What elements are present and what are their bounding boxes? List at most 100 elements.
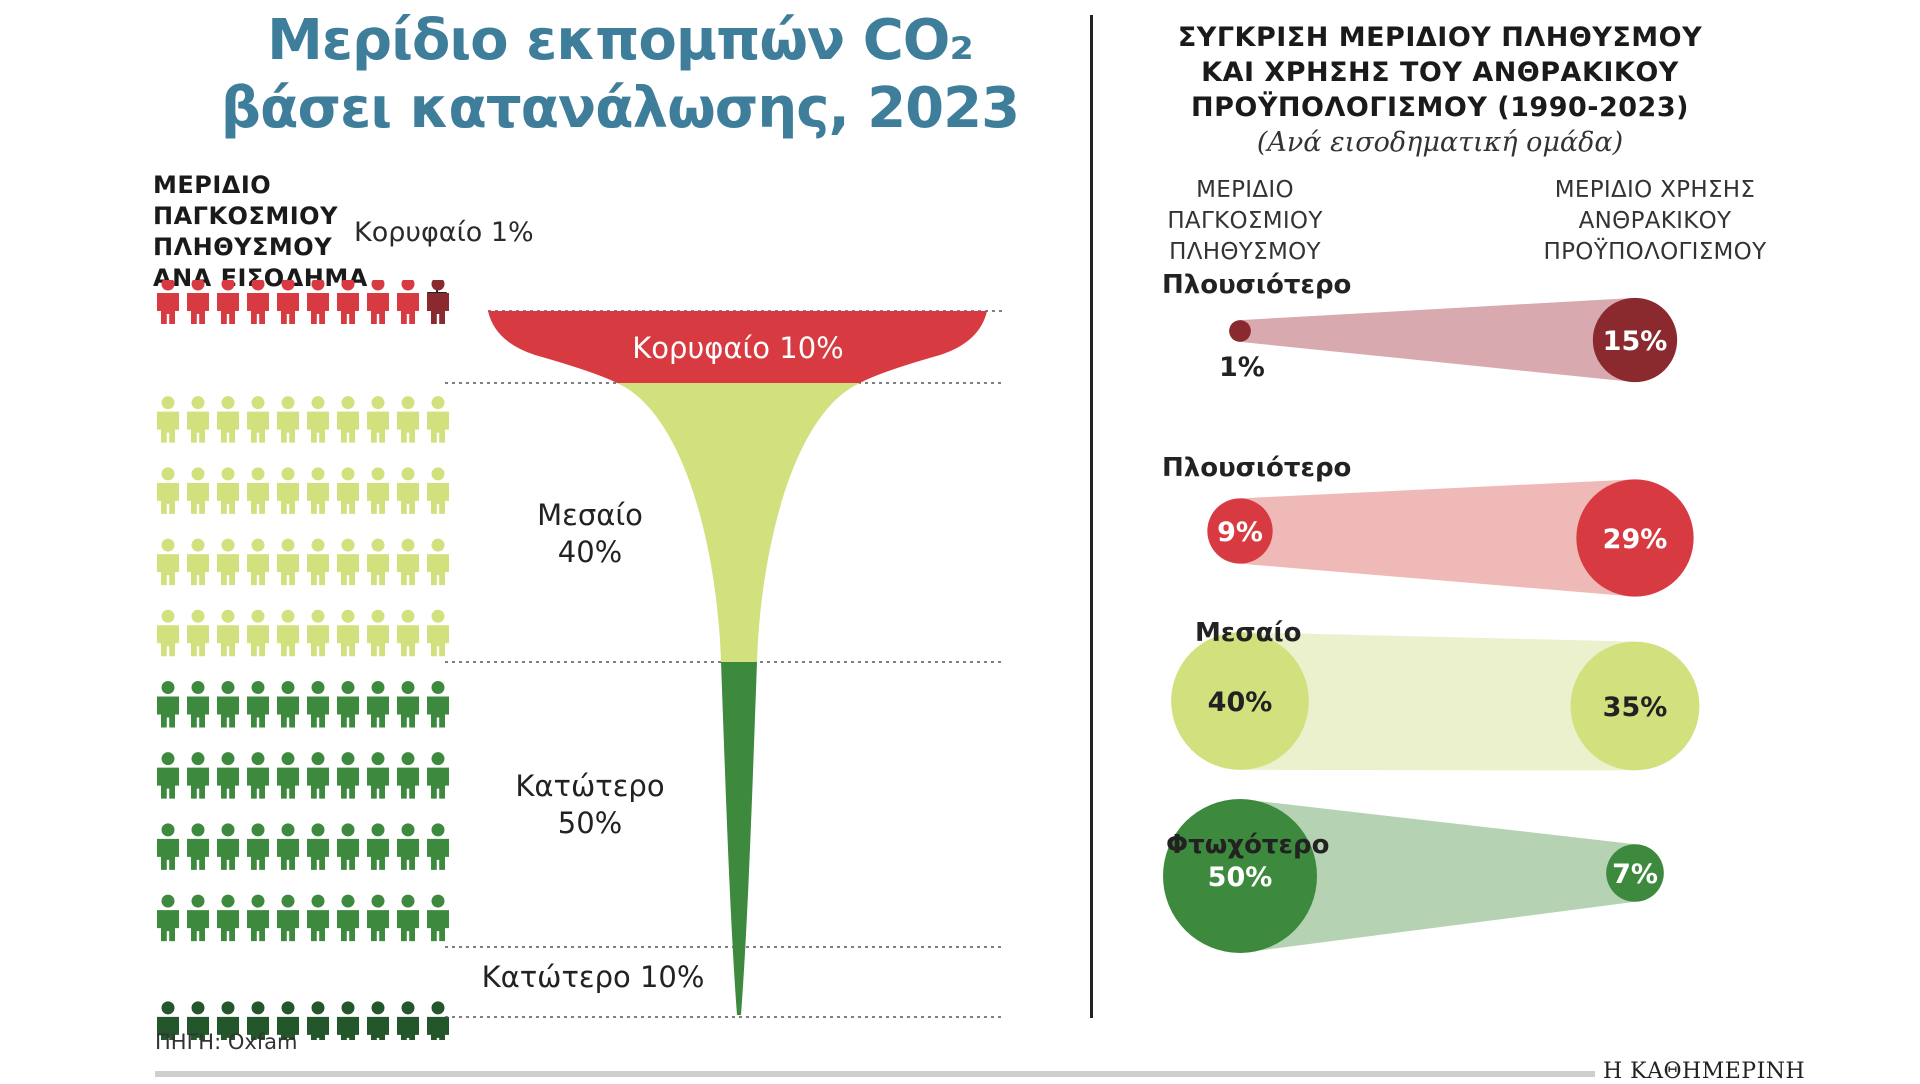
person-icon xyxy=(307,280,329,324)
person-icon xyxy=(337,1001,359,1040)
person-icon xyxy=(217,823,239,870)
person-icon xyxy=(247,1001,269,1040)
person-icon xyxy=(187,1001,209,1040)
person-icon xyxy=(337,396,359,443)
funnel-label-line: 40% xyxy=(557,535,623,569)
person-icon xyxy=(247,467,269,514)
person-icon xyxy=(397,609,419,657)
publisher-logo: Η ΚΑΘΗΜΕΡΙΝΗ xyxy=(1603,1059,1806,1084)
person-icon xyxy=(337,752,359,799)
comparison-title-line: ΣΥΓΚΡΙΣΗ ΜΕΡΙΔΙΟΥ ΠΛΗΘΥΣΜΟΥ xyxy=(1177,22,1703,53)
person-icon xyxy=(277,894,299,942)
main-title-line-2: βάσει κατανάλωσης, 2023 xyxy=(220,76,1020,141)
person-icon xyxy=(397,280,419,324)
section-divider xyxy=(1090,15,1093,1018)
person-icon xyxy=(157,609,179,657)
budget-value-label: 35% xyxy=(1603,692,1668,723)
person-icon xyxy=(367,538,389,586)
person-icon xyxy=(277,752,299,799)
person-icon xyxy=(367,467,389,514)
person-icon xyxy=(157,1001,179,1040)
person-icon xyxy=(247,538,269,586)
person-icon xyxy=(187,752,209,799)
person-icon xyxy=(277,396,299,443)
budget-value-label: 7% xyxy=(1612,859,1658,890)
bubble-pair: 40% 35% xyxy=(1171,632,1700,771)
funnel-label-middle-40: Μεσαίο 40% xyxy=(490,497,690,571)
person-icon xyxy=(397,538,419,586)
bubble-pair: 9% 29% xyxy=(1207,479,1694,597)
population-value-label: 50% xyxy=(1208,862,1273,893)
person-icon xyxy=(397,752,419,799)
person-icon xyxy=(427,538,449,586)
person-icon xyxy=(307,823,329,870)
person-icon xyxy=(427,1001,449,1040)
person-icon xyxy=(367,823,389,870)
pictogram-heading: ΜΕΡΙΔΙΟ ΠΑΓΚΟΣΜΙΟΥ ΠΛΗΘΥΣΜΟΥ ΑΝΑ ΕΙΣΟΔΗΜ… xyxy=(153,170,368,294)
column-header-carbon-budget: ΜΕΡΙΔΙΟ ΧΡΗΣΗΣ ΑΝΘΡΑΚΙΚΟΥ ΠΡΟΫΠΟΛΟΓΙΣΜΟΥ xyxy=(1510,175,1800,268)
person-icon xyxy=(337,538,359,586)
person-icon xyxy=(217,894,239,942)
person-icon xyxy=(337,680,359,728)
person-icon xyxy=(187,467,209,514)
person-icon xyxy=(427,467,449,514)
person-icon xyxy=(427,894,449,942)
budget-value-label: 29% xyxy=(1603,524,1668,555)
population-bubble xyxy=(1207,498,1273,564)
person-icon xyxy=(277,538,299,586)
column-header-population: ΜΕΡΙΔΙΟ ΠΑΓΚΟΣΜΙΟΥ ΠΛΗΘΥΣΜΟΥ xyxy=(1130,175,1360,268)
pictogram-heading-line: ΜΕΡΙΔΙΟ xyxy=(153,171,272,199)
person-icon xyxy=(427,609,449,657)
person-icon xyxy=(247,396,269,443)
person-icon xyxy=(187,538,209,586)
population-value-label: 40% xyxy=(1208,687,1273,718)
comparison-title-line: ΚΑΙ ΧΡΗΣΗΣ ΤΟΥ ΑΝΘΡΑΚΙΚΟΥ xyxy=(1201,57,1679,88)
funnel-middle-40-segment xyxy=(617,383,860,662)
person-icon xyxy=(187,396,209,443)
person-icon xyxy=(157,894,179,942)
person-icon xyxy=(307,396,329,443)
person-icon xyxy=(307,752,329,799)
person-icon xyxy=(217,1001,239,1040)
person-icon xyxy=(427,680,449,728)
person-icon xyxy=(157,538,179,586)
top-1-percent-label: Κορυφαίο 1% xyxy=(354,217,534,248)
column-header-line: ΜΕΡΙΔΙΟ ΧΡΗΣΗΣ xyxy=(1554,177,1756,203)
person-icon xyxy=(307,467,329,514)
person-icon xyxy=(247,894,269,942)
person-icon xyxy=(217,280,239,324)
bottom-rule xyxy=(155,1071,1595,1077)
person-icon xyxy=(187,609,209,657)
column-header-line: ΠΑΓΚΟΣΜΙΟΥ xyxy=(1167,208,1323,234)
person-icon xyxy=(367,609,389,657)
person-icon xyxy=(307,1001,329,1040)
funnel-label-line: Μεσαίο xyxy=(537,498,643,532)
person-icon xyxy=(367,680,389,728)
bubble-comparison-chart: 15% 9% 29% 40% 35% 50% 7% xyxy=(1163,297,1700,953)
person-icon xyxy=(337,894,359,942)
person-icon xyxy=(247,609,269,657)
group-label-richest-10: Πλουσιότερο xyxy=(1162,453,1352,483)
person-icon xyxy=(367,894,389,942)
person-icon xyxy=(337,823,359,870)
funnel-top-10-segment xyxy=(488,311,987,383)
person-icon xyxy=(367,1001,389,1040)
person-icon xyxy=(157,752,179,799)
person-icon xyxy=(427,823,449,870)
person-icon xyxy=(187,280,209,324)
person-icon xyxy=(367,752,389,799)
person-icon xyxy=(277,823,299,870)
funnel-label-top-10: Κορυφαίο 10% xyxy=(632,331,844,365)
person-icon xyxy=(307,894,329,942)
person-icon xyxy=(277,609,299,657)
connector-band xyxy=(1240,632,1635,771)
population-value-label: 9% xyxy=(1217,517,1263,548)
comparison-title: ΣΥΓΚΡΙΣΗ ΜΕΡΙΔΙΟΥ ΠΛΗΘΥΣΜΟΥ ΚΑΙ ΧΡΗΣΗΣ Τ… xyxy=(1130,20,1750,125)
person-icon xyxy=(427,396,449,443)
person-icon xyxy=(397,1001,419,1040)
column-header-line: ΠΛΗΘΥΣΜΟΥ xyxy=(1169,239,1321,265)
person-icon xyxy=(337,609,359,657)
bubble-pair: 15% xyxy=(1229,297,1678,383)
group-label-richest-1: Πλουσιότερο xyxy=(1162,270,1352,300)
group-label-middle: Μεσαίο xyxy=(1195,618,1302,648)
